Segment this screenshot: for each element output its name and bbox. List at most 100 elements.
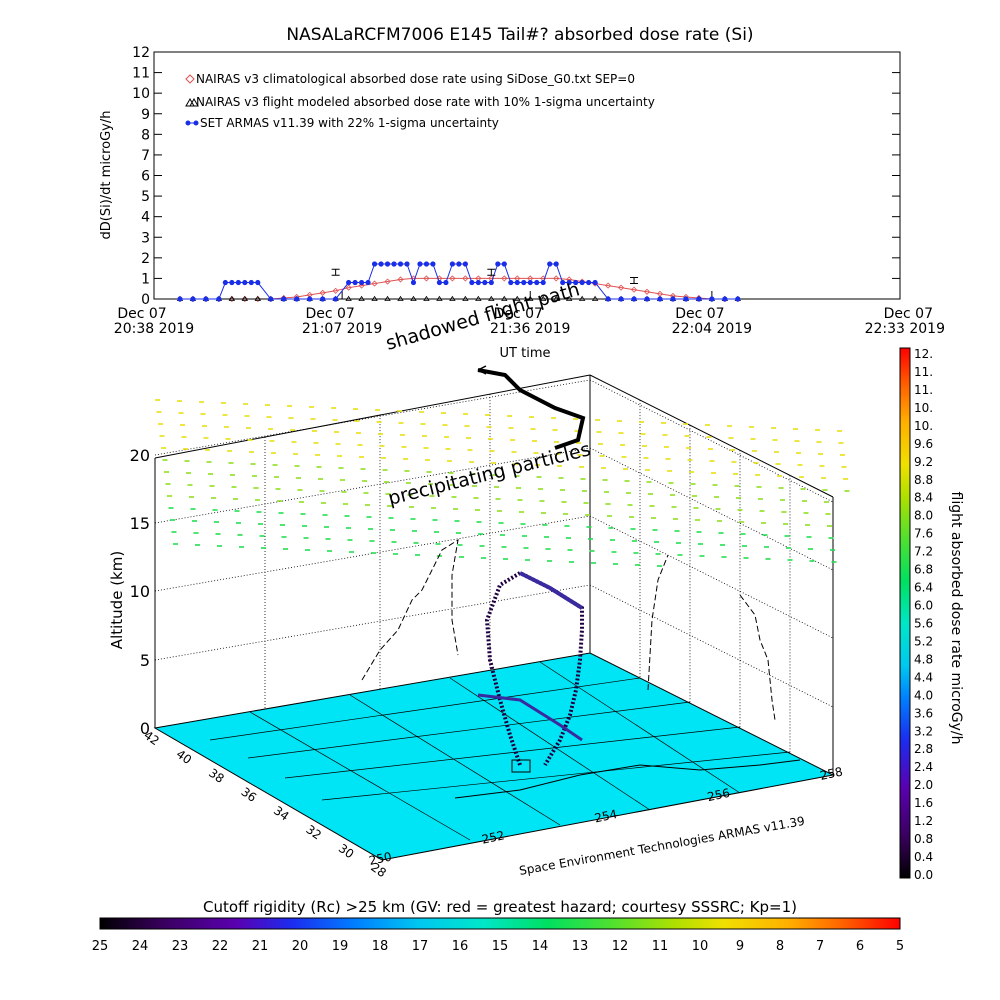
data-point <box>319 289 326 296</box>
altitude-axis: 0 5 10 15 20 <box>130 446 150 738</box>
rigidity-tick-label: 5 <box>896 939 904 954</box>
dose-colorbar-label: flight absorbed dose rate microGy/h <box>948 492 964 745</box>
shadow-projections <box>361 538 776 721</box>
top-series <box>176 261 742 303</box>
precipitating-particles-field <box>155 399 850 567</box>
rigidity-tick-label: 23 <box>172 939 189 954</box>
data-point <box>241 295 249 301</box>
x-tick-time: 20:38 2019 <box>114 321 194 337</box>
legend-label: NAIRAS v3 flight modeled absorbed dose r… <box>196 95 655 109</box>
colorbar-tick-label: 3.6 <box>914 706 933 720</box>
x-tick-date: Dec 07 <box>305 306 354 322</box>
data-point <box>508 279 514 286</box>
rigidity-tick-label: 9 <box>736 939 744 954</box>
colorbar-tick-label: 2.4 <box>914 760 933 774</box>
colorbar-tick-label: 6.0 <box>914 599 933 613</box>
data-point <box>605 296 611 302</box>
data-point <box>404 261 410 267</box>
data-point <box>565 295 573 301</box>
error-bar <box>630 276 639 284</box>
rigidity-bar-ticks: 25 24 23 22 21 20 19 18 17 16 15 14 13 12 11 10 9 8 7 6 5 <box>92 939 904 954</box>
colorbar-tick-label: 0.0 <box>914 868 933 882</box>
top-x-axis-label: UT time <box>500 346 551 361</box>
data-point <box>449 295 456 301</box>
data-point <box>358 295 365 301</box>
colorbar-tick-label: 0.8 <box>914 832 933 846</box>
data-point <box>553 275 560 282</box>
top-y-axis-label: dD(Si)/dt microGy/h <box>99 111 114 240</box>
colorbar-tick-label: 1.6 <box>914 796 933 810</box>
rigidity-tick-label: 19 <box>332 939 349 954</box>
data-point <box>228 295 236 301</box>
data-point <box>449 275 456 282</box>
data-point <box>495 261 501 267</box>
colorbar-tick-label: 5.6 <box>914 616 933 630</box>
data-point <box>527 279 533 286</box>
rigidity-tick-label: 17 <box>412 939 429 954</box>
rigidity-tick-label: 18 <box>372 939 389 954</box>
data-point <box>333 296 339 302</box>
data-point <box>539 295 547 301</box>
data-point <box>618 296 624 302</box>
altitude-tick-label: 20 <box>130 446 150 465</box>
colorbar-tick-label: 1.2 <box>914 814 933 828</box>
data-point <box>423 275 430 282</box>
data-point <box>482 279 488 286</box>
altitude-tick-label: 0 <box>140 719 150 738</box>
colorbar-tick-label: 2.0 <box>914 778 933 792</box>
data-point <box>248 279 254 286</box>
data-point <box>378 261 384 267</box>
data-point <box>371 261 378 267</box>
rigidity-tick-label: 7 <box>816 939 824 954</box>
rigidity-tick-label: 8 <box>776 939 784 954</box>
error-bar <box>487 268 496 276</box>
data-point <box>527 295 534 301</box>
data-point <box>423 295 430 301</box>
data-point <box>475 279 481 286</box>
data-point <box>735 296 741 302</box>
data-point <box>696 296 702 302</box>
data-point <box>475 295 482 301</box>
data-point <box>235 279 241 286</box>
legend-label: NAIRAS v3 climatological absorbed dose r… <box>196 72 635 86</box>
data-point <box>345 284 352 291</box>
data-point <box>630 286 638 293</box>
annotation-precipitating-particles: precipitating particles <box>386 438 593 510</box>
colorbar-tick-label: 8.8 <box>914 473 933 487</box>
annotation-shadowed-flight-path: shadowed flight path <box>383 278 582 354</box>
data-point <box>488 295 495 301</box>
data-point <box>384 278 391 285</box>
data-point <box>358 279 365 286</box>
data-point <box>656 290 664 297</box>
data-point <box>352 279 358 286</box>
data-point <box>578 295 586 301</box>
data-point <box>229 279 235 286</box>
error-bar <box>331 268 340 276</box>
x-tick-time: 22:04 2019 <box>672 321 752 337</box>
data-point <box>391 261 397 267</box>
ground-grid <box>209 661 791 841</box>
data-point <box>540 279 546 286</box>
altitude-tick-label: 5 <box>140 651 150 670</box>
rigidity-bar <box>99 917 901 930</box>
y-tick-label: 8 <box>141 127 150 143</box>
longitude-tick-label: 256 <box>706 786 731 804</box>
y-tick-label: 4 <box>141 210 150 226</box>
longitude-tick-label: 258 <box>819 764 844 782</box>
data-point <box>384 261 391 267</box>
x-tick-date: Dec 07 <box>117 306 166 322</box>
colorbar-tick-label: 11. <box>914 365 933 379</box>
rigidity-tick-label: 14 <box>532 939 549 954</box>
wall-gridline <box>589 584 834 708</box>
colorbar-tick-label: 4.8 <box>914 652 933 666</box>
data-point <box>591 295 599 301</box>
colorbar-tick-label: 4.0 <box>914 688 933 702</box>
colorbar-tick-label: 7.2 <box>914 545 933 559</box>
wall-grid <box>154 379 834 754</box>
data-point <box>254 295 262 301</box>
legend-label: SET ARMAS v11.39 with 22% 1-sigma uncert… <box>200 116 499 130</box>
data-point <box>222 279 228 286</box>
